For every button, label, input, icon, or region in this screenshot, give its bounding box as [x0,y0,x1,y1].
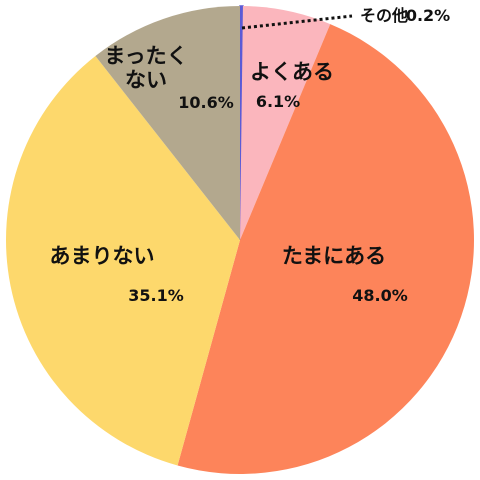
pie-slice [177,24,475,475]
category-label: その他 [359,5,409,25]
value-label: 35.1% [128,285,184,305]
category-label: たまにある [281,243,387,268]
pie-slice [240,6,331,240]
value-label: 0.2% [405,5,451,25]
category-label: まったくない [104,43,188,92]
value-label: 6.1% [255,91,301,111]
pie-slice [5,56,240,466]
value-label: 48.0% [352,285,408,305]
category-label: あまりない [49,243,155,268]
leader-line [241,14,353,30]
value-label: 10.6% [178,92,234,112]
pie-slice [239,5,244,241]
pie-slice [95,6,240,240]
category-label: よくある [250,59,334,84]
